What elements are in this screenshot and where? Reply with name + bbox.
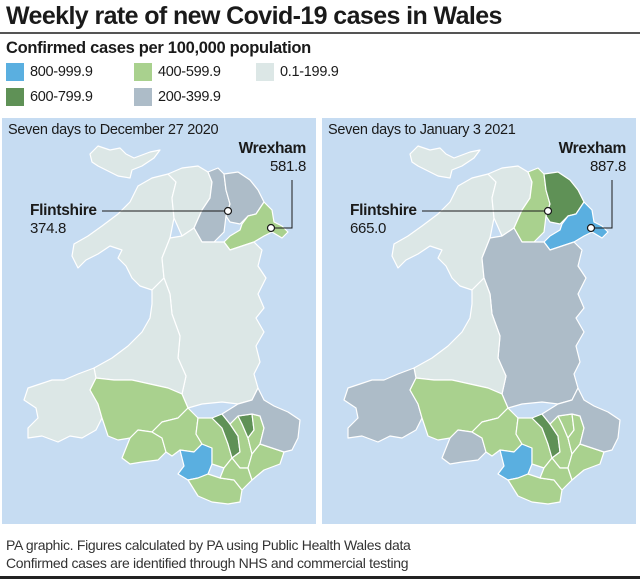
callout-wrexham-name: Wrexham [238,140,307,157]
region-pembrokeshire [343,367,423,443]
map-period-title: Seven days to December 27 2020 [8,122,219,138]
wrexham-marker [266,223,276,233]
legend-label: 400-599.9 [158,64,221,80]
callout-flintshire-name: Flintshire [30,202,97,219]
region-swansea [441,429,487,465]
legend-item-600-799: 600-799.9 [6,88,93,106]
map-panel-january: Seven days to January 3 2021 Flintshire … [322,118,636,524]
legend-swatch [6,88,24,106]
flintshire-marker [223,206,233,216]
legend-item-200-399: 200-399.9 [134,88,221,106]
map-period-title: Seven days to January 3 2021 [328,122,516,138]
region-swansea [121,429,167,465]
legend-label: 600-799.9 [30,89,93,105]
legend-item-800-999: 800-999.9 [6,63,93,81]
callout-flintshire-value: 374.8 [30,220,67,237]
callout-flintshire-name: Flintshire [350,202,417,219]
flintshire-marker [543,206,553,216]
wrexham-leader-line [592,180,613,229]
map-panel-december: Seven days to December 27 2020 Flintshir… [2,118,316,524]
legend-swatch [134,88,152,106]
chart-subtitle: Confirmed cases per 100,000 population [6,39,311,57]
legend-swatch [256,63,274,81]
legend-swatch [6,63,24,81]
legend: 800-999.9 600-799.9 400-599.9 200-399.9 … [6,63,506,113]
legend-label: 0.1-199.9 [280,64,339,80]
chart-title: Weekly rate of new Covid-19 cases in Wal… [6,2,502,30]
wales-map [343,145,621,505]
region-gwynedd [391,173,497,291]
legend-label: 800-999.9 [30,64,93,80]
legend-swatch [134,63,152,81]
wrexham-leader-line [272,180,293,229]
region-anglesey [409,145,481,179]
callout-wrexham-value: 887.8 [589,158,626,175]
legend-item-0-199: 0.1-199.9 [256,63,339,81]
title-divider [0,32,640,34]
callout-flintshire-value: 665.0 [350,220,387,237]
region-pembrokeshire [23,367,103,443]
wales-map [23,145,301,505]
legend-label: 200-399.9 [158,89,221,105]
region-anglesey [89,145,161,179]
wrexham-marker [586,223,596,233]
callout-wrexham-value: 581.8 [269,158,306,175]
region-monmouthshire [541,387,621,453]
region-gwynedd [71,173,177,291]
bottom-divider [0,576,640,579]
footer-notes: PA graphic. Figures calculated by PA usi… [6,536,411,572]
callout-wrexham-name: Wrexham [558,140,627,157]
legend-item-400-599: 400-599.9 [134,63,221,81]
footer-note: Confirmed cases are identified through N… [6,555,409,571]
region-monmouthshire [221,387,301,453]
footer-source: PA graphic. Figures calculated by PA usi… [6,537,411,553]
